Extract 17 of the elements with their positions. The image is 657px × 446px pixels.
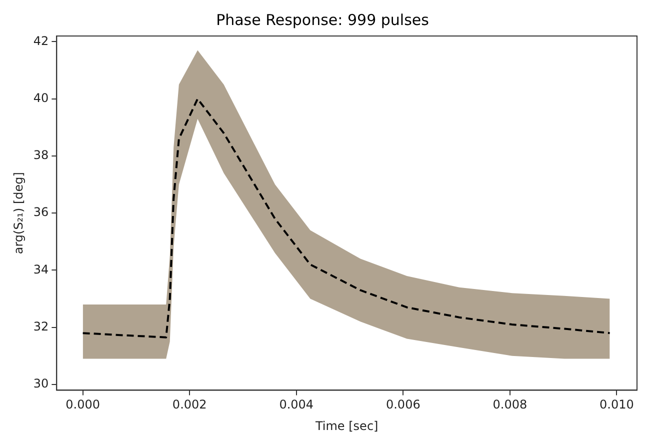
x-tick-label: 0.002 [172, 398, 207, 412]
y-tick-label: 38 [33, 148, 49, 162]
y-tick-label: 32 [33, 319, 49, 334]
x-tick-label: 0.006 [386, 398, 420, 412]
x-axis-title: Time [sec] [314, 418, 378, 433]
x-tick-label: 0.010 [600, 398, 634, 412]
line-series [82, 98, 611, 338]
chart-title: Phase Response: 999 pulses [216, 10, 430, 29]
x-tick-label: 0.004 [279, 398, 314, 412]
y-tick-label: 34 [33, 262, 49, 276]
y-tick-label: 30 [33, 376, 49, 391]
y-tick-label: 42 [33, 34, 49, 48]
y-tick-label: 36 [33, 205, 49, 220]
x-tick-label: 0.008 [492, 398, 528, 412]
y-tick-label: 40 [33, 90, 49, 105]
y-axis-title: arg(S₂₁) [deg] [11, 172, 26, 254]
x-tick-label: 0.000 [66, 398, 100, 412]
